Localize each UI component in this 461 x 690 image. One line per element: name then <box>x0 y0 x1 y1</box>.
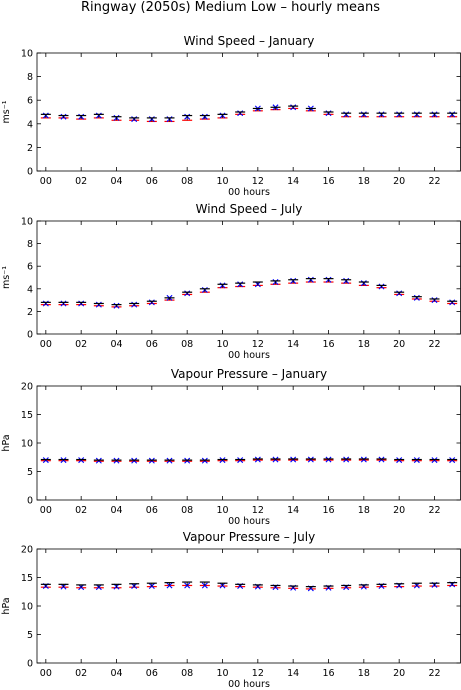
y-tick-label: 0 <box>27 659 33 670</box>
y-tick-label: 8 <box>27 239 33 250</box>
x-axis-title: 00 hours <box>228 679 270 690</box>
x-tick-label: 12 <box>252 668 264 679</box>
y-tick-label: 10 <box>21 439 33 450</box>
x-tick-label: 00 <box>40 505 52 516</box>
x-tick-label: 06 <box>146 668 158 679</box>
x-tick-label: 18 <box>358 668 370 679</box>
y-tick-label: 2 <box>27 143 33 154</box>
series-3 <box>40 581 458 588</box>
x-axis-title: 00 hours <box>228 187 270 198</box>
y-axis-title: ms⁻¹ <box>1 266 12 289</box>
chart-panel-4: Vapour Pressure – July 0 5 10 15 20 00 02 04 06 08… <box>1 530 461 690</box>
y-tick-label: 0 <box>27 496 33 507</box>
x-tick-label: 08 <box>181 339 193 350</box>
plot-frame <box>36 385 461 501</box>
x-tick-label: 16 <box>322 339 334 350</box>
x-tick-label: 08 <box>181 505 193 516</box>
x-tick-label: 18 <box>358 339 370 350</box>
x-tick-label: 08 <box>181 176 193 187</box>
series-2 <box>42 456 456 464</box>
y-tick-label: 15 <box>21 573 33 584</box>
x-tick-label: 02 <box>75 505 87 516</box>
y-axis-title: ms⁻¹ <box>1 100 12 123</box>
x-tick-label: 20 <box>393 505 405 516</box>
x-tick-label: 04 <box>110 176 122 187</box>
x-tick-label: 04 <box>110 339 122 350</box>
x-tick-label: 02 <box>75 668 87 679</box>
x-tick-label: 18 <box>358 176 370 187</box>
x-tick-label: 04 <box>110 668 122 679</box>
x-tick-label: 02 <box>75 339 87 350</box>
x-tick-label: 04 <box>110 505 122 516</box>
x-tick-label: 20 <box>393 339 405 350</box>
x-tick-label: 14 <box>287 339 299 350</box>
x-tick-label: 20 <box>393 668 405 679</box>
series-3 <box>40 278 458 306</box>
y-tick-label: 5 <box>27 630 33 641</box>
y-tick-label: 10 <box>21 602 33 613</box>
x-tick-label: 10 <box>216 505 228 516</box>
x-tick-label: 18 <box>358 505 370 516</box>
x-tick-label: 12 <box>252 176 264 187</box>
x-tick-label: 16 <box>322 668 334 679</box>
x-tick-label: 06 <box>146 339 158 350</box>
x-tick-label: 14 <box>287 176 299 187</box>
series-2 <box>42 581 456 592</box>
plot-frame <box>36 220 461 335</box>
x-tick-label: 22 <box>428 505 440 516</box>
series-1 <box>40 584 458 590</box>
x-tick-label: 22 <box>428 176 440 187</box>
x-tick-label: 10 <box>216 339 228 350</box>
x-tick-label: 08 <box>181 668 193 679</box>
x-tick-label: 00 <box>40 339 52 350</box>
plot-frame <box>36 548 461 664</box>
panel-title: Wind Speed – July <box>196 202 303 216</box>
x-tick-label: 20 <box>393 176 405 187</box>
y-tick-label: 6 <box>27 262 33 273</box>
x-tick-label: 12 <box>252 505 264 516</box>
y-axis-title: hPa <box>1 597 12 614</box>
y-tick-label: 8 <box>27 72 33 83</box>
x-tick-label: 10 <box>216 668 228 679</box>
y-tick-label: 20 <box>21 545 33 556</box>
x-tick-label: 00 <box>40 176 52 187</box>
y-tick-label: 5 <box>27 467 33 478</box>
y-tick-label: 0 <box>27 167 33 178</box>
x-axis-title: 00 hours <box>228 350 270 361</box>
x-tick-label: 16 <box>322 176 334 187</box>
panel-title: Vapour Pressure – July <box>183 530 315 544</box>
y-tick-label: 20 <box>21 382 33 393</box>
y-tick-label: 4 <box>27 284 33 295</box>
y-tick-label: 4 <box>27 119 33 130</box>
series-2 <box>42 276 456 309</box>
x-tick-label: 06 <box>146 176 158 187</box>
y-axis-title: hPa <box>1 434 12 451</box>
x-tick-label: 14 <box>287 505 299 516</box>
y-tick-label: 15 <box>21 410 33 421</box>
x-tick-label: 02 <box>75 176 87 187</box>
chart-panel-3: Vapour Pressure – January 0 5 10 15 20 00 02 04 0… <box>1 367 461 527</box>
y-tick-label: 0 <box>27 330 33 341</box>
x-tick-label: 00 <box>40 668 52 679</box>
x-tick-label: 22 <box>428 668 440 679</box>
x-tick-label: 14 <box>287 668 299 679</box>
panel-title: Wind Speed – January <box>184 34 315 48</box>
x-tick-label: 12 <box>252 339 264 350</box>
y-tick-label: 10 <box>21 49 33 60</box>
series-3 <box>40 458 458 461</box>
x-tick-label: 10 <box>216 176 228 187</box>
x-tick-label: 22 <box>428 339 440 350</box>
y-tick-label: 6 <box>27 96 33 107</box>
series-2 <box>42 104 456 123</box>
figure-title: Ringway (2050s) Medium Low – hourly mean… <box>80 0 381 15</box>
x-tick-label: 16 <box>322 505 334 516</box>
x-axis-title: 00 hours <box>228 516 270 527</box>
x-tick-label: 06 <box>146 505 158 516</box>
y-tick-label: 2 <box>27 307 33 318</box>
y-tick-label: 10 <box>21 217 33 228</box>
panel-title: Vapour Pressure – January <box>171 367 327 381</box>
